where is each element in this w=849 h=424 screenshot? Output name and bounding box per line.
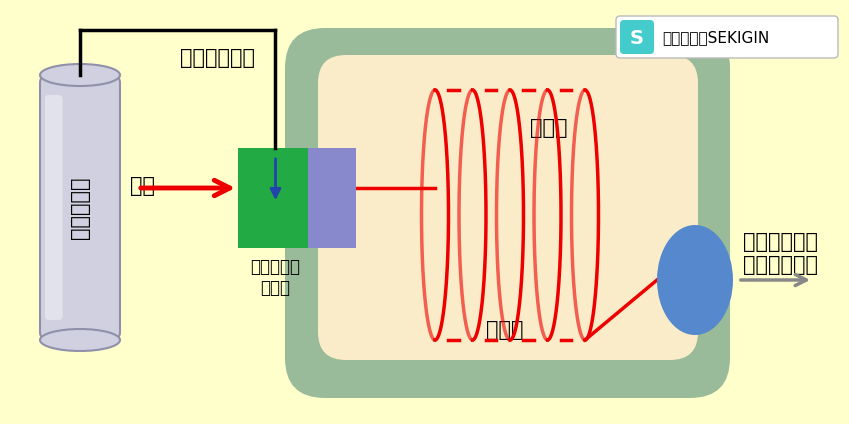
Text: 恒温槽: 恒温槽 <box>486 320 524 340</box>
Ellipse shape <box>40 329 120 351</box>
Text: 試料: 試料 <box>130 176 155 196</box>
Ellipse shape <box>40 64 120 86</box>
FancyBboxPatch shape <box>318 55 698 360</box>
Bar <box>308 148 356 248</box>
Text: 検出器　又は
ガス分取装置: 検出器 又は ガス分取装置 <box>743 232 818 275</box>
FancyBboxPatch shape <box>285 28 730 398</box>
FancyBboxPatch shape <box>620 20 654 54</box>
FancyBboxPatch shape <box>45 95 63 320</box>
FancyBboxPatch shape <box>616 16 838 58</box>
Text: 技術情報館SEKIGIN: 技術情報館SEKIGIN <box>662 31 769 45</box>
Text: ガスボンベ: ガスボンベ <box>70 176 90 239</box>
Bar <box>238 148 313 248</box>
Text: キャリアガス: キャリアガス <box>181 48 256 68</box>
Text: S: S <box>630 28 644 47</box>
Text: 試料導入部
気化室: 試料導入部 気化室 <box>250 258 301 297</box>
Text: カラム: カラム <box>530 118 567 138</box>
Ellipse shape <box>657 225 733 335</box>
FancyBboxPatch shape <box>40 75 120 340</box>
